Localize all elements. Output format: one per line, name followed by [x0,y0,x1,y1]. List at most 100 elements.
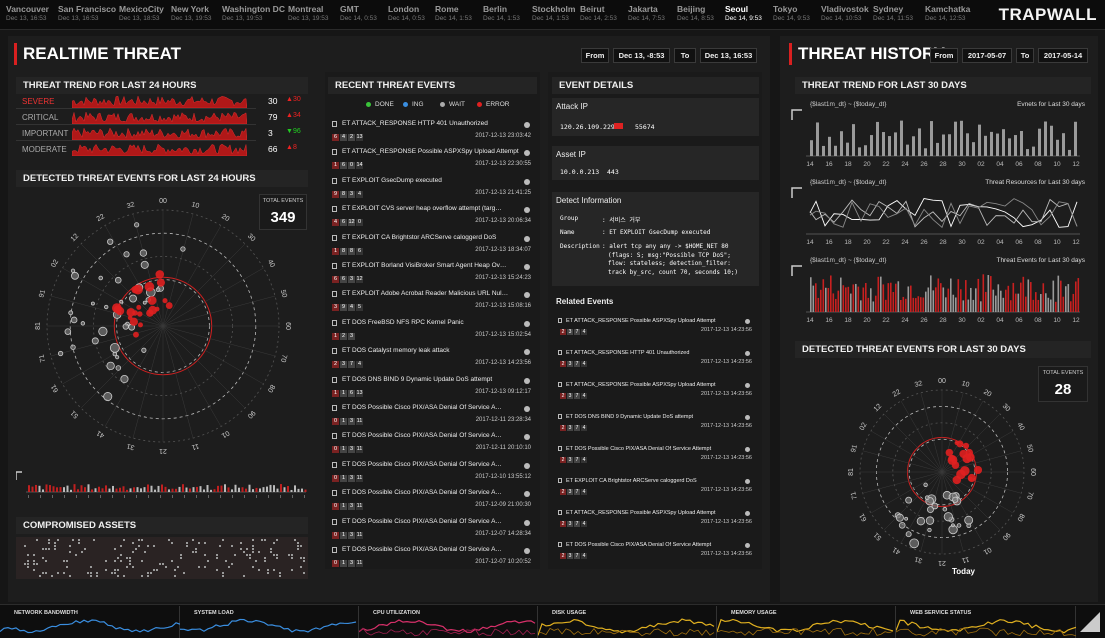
related-title: ET DOS Possible Cisco PIX/ASA Denial Of … [566,446,712,452]
radar-event-dot [140,260,149,269]
timeline-bar [290,489,293,492]
monitor-cpu-utilization[interactable]: CPU UTILIZATION [359,606,538,638]
severity-badge: 3 [567,457,573,463]
chart-bar [912,136,915,156]
document-icon [332,149,337,156]
list-item[interactable]: ET DOS Catalyst memory leak attack 2 3 7 4 20… [330,346,536,373]
severity-badge: 4 [348,304,355,312]
list-item[interactable]: ET ATTACK_RESPONSE HTTP 401 Unauthorized… [330,119,536,146]
asset-cell [132,542,134,544]
related-title: ET EXPLOIT CA Brightstor ARCServe calogg… [566,478,697,484]
city-time: Dec 14, 2:53 [580,15,617,22]
list-item[interactable]: ET DOS Possible Cisco PIX/ASA Denial Of … [330,403,536,430]
severity-badge: 3 [348,418,355,425]
radar-event-dot [898,522,906,529]
chart-bar [837,290,840,312]
radar-spoke [162,325,276,357]
monitor-web-service-status[interactable]: WEB SERVICE STATUS [896,606,1076,638]
list-item[interactable]: ET EXPLOIT Adobe Acrobat Reader Maliciou… [330,289,536,316]
list-item[interactable]: ET DOS Possible Cisco PIX/ASA Denial Of … [330,431,536,458]
chart-bar [957,279,960,312]
severity-badge: 6 [340,162,347,170]
timeline-tick [52,495,53,498]
trend-count: 79 [268,112,278,122]
city-name: San Francisco [58,4,117,14]
list-item[interactable]: ET EXPLOIT GsecDump executed 9 8 3 4 2017-12-… [330,176,536,203]
chart-bar [1042,283,1045,312]
related-title: ET ATTACK_RESPONSE HTTP 401 Unauthorized [566,350,690,356]
related-item[interactable]: ET ATTACK_RESPONSE Possible ASPXSpy Uplo… [556,381,756,413]
radar-spoke [862,450,943,473]
related-item[interactable]: ET EXPLOIT CA Brightstor ARCServe calogg… [556,477,756,509]
monitor-memory-usage[interactable]: MEMORY USAGE [717,606,896,638]
timeline-bar [294,485,296,492]
monitor-sparkline [717,618,894,637]
status-dot-icon [745,479,750,484]
list-item[interactable]: ET EXPLOIT CVS server heap overflow atte… [330,204,536,231]
list-item[interactable]: ET EXPLOIT Borland VisiBroker Smart Agen… [330,261,536,288]
severity-badge: 6 [340,219,347,227]
asset-cell [141,539,143,541]
asset-cell [39,575,41,577]
radar-threat-dot [148,305,158,315]
radar-hour-label: 32 [914,380,923,389]
city-name: Montreal [288,4,324,14]
chart-line [809,198,1078,228]
document-icon [332,490,337,497]
severity-badge: 1 [340,560,347,567]
chart-bar [1047,297,1050,312]
related-item[interactable]: ET ATTACK_RESPONSE Possible ASPXSpy Uplo… [556,317,756,349]
radar-hour-label: 30 [1001,403,1012,414]
related-item[interactable]: ET DOS Possible Cisco PIX/ASA Denial Of … [556,445,756,477]
radar-spoke [104,325,164,427]
trend-label: SEVERE [22,97,55,106]
related-item[interactable]: ET DOS DNS BIND 9 Dynamic Update DoS att… [556,413,756,445]
timeline-tick [184,495,185,498]
radar-threat-dot [115,306,125,316]
asset-cell [252,539,254,541]
monitor-disk-usage[interactable]: DISK USAGE [538,606,717,638]
city-name: Kamchatka [925,4,971,14]
asset-cell [297,545,299,547]
severity-badge: 2 [560,521,566,527]
x-tick-label: 02 [977,239,985,246]
trend-delta-value: 8 [292,144,297,151]
radar-event-dot [927,527,932,533]
related-time: 2017-12-13 14:23:56 [700,487,752,493]
status-dot-icon [524,150,530,157]
related-item[interactable]: ET ATTACK_RESPONSE Possible ASPXSpy Uplo… [556,509,756,541]
list-item[interactable]: ET ATTACK_RESPONSE Possible ASPXSpy Uplo… [330,147,536,174]
to-date-input[interactable]: Dec 13, 16:53 [700,48,757,63]
list-item[interactable]: ET DOS FreeBSD NFS RPC Kernel Panic 1 2 3 20… [330,318,536,345]
chart-bar [864,145,867,156]
description-line: track by_src, count 70, seconds 10;) [608,268,739,276]
monitor-network-bandwidth[interactable]: NETWORK BANDWIDTH [0,606,180,638]
severity-badge: 1 [340,531,347,539]
city-time: Dec 14, 10:53 [821,15,862,22]
event-badges: 0 1 3 11 [332,502,364,511]
chart-bar [1026,149,1029,156]
from-date-input[interactable]: Dec 13, -8:53 [613,48,670,63]
related-item[interactable]: ET ATTACK_RESPONSE HTTP 401 Unauthorized… [556,349,756,381]
history-from-input[interactable]: 2017-05-07 [962,48,1012,63]
list-item[interactable]: ET DOS Possible Cisco PIX/ASA Denial Of … [330,488,536,515]
chart-bar [822,279,825,312]
status-dot-icon [745,447,750,452]
list-item[interactable]: ET DOS Possible Cisco PIX/ASA Denial Of … [330,517,536,544]
asset-cell [117,575,119,577]
related-item[interactable]: ET DOS Possible Cisco PIX/ASA Denial Of … [556,541,756,573]
history-to-input[interactable]: 2017-05-14 [1038,48,1088,63]
list-item[interactable]: ET DOS Possible Cisco PIX/ASA Denial Of … [330,460,536,487]
chart-bar [1007,285,1010,312]
monitor-system-load[interactable]: SYSTEM LOAD [180,606,359,638]
list-item[interactable]: ET DOS Possible Cisco PIX/ASA Denial Of … [330,545,536,572]
status-dot-icon [745,511,750,516]
list-item[interactable]: ET EXPLOIT CA Brightstor ARCServe calogg… [330,233,536,260]
monitor-sparkline [180,618,357,633]
radar-spoke [941,471,1001,531]
asset-cell [105,560,107,562]
related-title: ET ATTACK_RESPONSE Possible ASPXSpy Uplo… [566,382,716,388]
severity-badge: 4 [581,489,587,495]
list-item[interactable]: ET DOS DNS BIND 9 Dynamic Update DoS att… [330,375,536,402]
